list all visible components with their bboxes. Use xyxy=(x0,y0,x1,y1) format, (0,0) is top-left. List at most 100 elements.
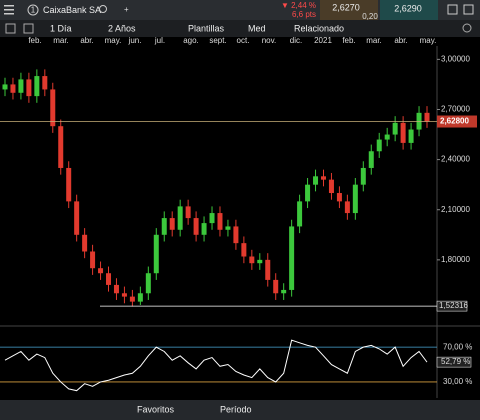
candle-body xyxy=(313,176,319,185)
symbol[interactable]: CaixaBank SA xyxy=(43,5,101,15)
candle-body xyxy=(233,226,239,244)
x-tick-label: mar. xyxy=(366,36,382,45)
related[interactable]: Relacionado xyxy=(294,23,344,33)
candle-body xyxy=(26,79,32,97)
low-label: 1,52316 xyxy=(439,301,468,310)
candle-body xyxy=(257,259,263,264)
rsi-last-tag xyxy=(436,356,472,368)
close-icon[interactable] xyxy=(463,4,474,15)
candle-body xyxy=(320,176,326,180)
toolbar xyxy=(0,20,480,37)
candle-body xyxy=(169,218,175,230)
x-tick-label: mar. xyxy=(53,36,69,45)
menu-icon xyxy=(4,9,14,11)
badge xyxy=(27,4,39,16)
spread: 0,20 xyxy=(362,12,378,21)
low-tag xyxy=(436,300,468,312)
candle-body xyxy=(34,76,40,97)
x-tick-label: nov. xyxy=(262,36,277,45)
rsi-tick-label: 30,00 % xyxy=(443,377,472,386)
ask: 2,6290 xyxy=(394,3,422,13)
candle-body xyxy=(217,213,223,230)
templates[interactable]: Plantillas xyxy=(188,23,225,33)
settings-icon[interactable] xyxy=(462,23,472,33)
candle-body xyxy=(201,223,207,235)
candle-body xyxy=(121,293,127,297)
x-tick-label: abr. xyxy=(394,36,407,45)
search-icon[interactable] xyxy=(99,5,107,13)
candle-body xyxy=(336,193,342,202)
change: ▼ 2,44 % xyxy=(281,1,316,10)
x-tick-label: jul. xyxy=(154,36,165,45)
grid-icon[interactable] xyxy=(5,23,16,34)
candle-body xyxy=(241,243,247,257)
x-tick-label: oct. xyxy=(237,36,250,45)
candle-body xyxy=(360,167,366,185)
favorites[interactable]: Favoritos xyxy=(137,404,175,414)
candle-body xyxy=(82,234,88,252)
candle-body xyxy=(129,296,135,302)
interval[interactable]: 1 Día xyxy=(50,23,72,33)
candle-body xyxy=(265,259,271,280)
candle-body xyxy=(424,112,430,122)
y-tick-label: 2,40000 xyxy=(441,155,470,164)
rsi-line xyxy=(4,339,428,392)
candle-body xyxy=(305,184,311,202)
candle-body xyxy=(98,268,104,274)
x-tick-label: ago. xyxy=(183,36,199,45)
candle-body xyxy=(106,273,112,285)
candle-body xyxy=(352,184,358,214)
candle-body xyxy=(392,122,398,135)
last-price-tag xyxy=(437,115,477,128)
menu-icon[interactable] xyxy=(4,5,14,7)
candle-body xyxy=(58,126,64,168)
candle-body xyxy=(42,76,48,90)
candle-body xyxy=(66,167,72,202)
candle-body xyxy=(225,226,231,230)
candle-body xyxy=(145,273,151,294)
menu-icon xyxy=(4,13,14,15)
rsi-tick-label: 70,00 % xyxy=(443,342,472,351)
x-tick-label: jun. xyxy=(128,36,142,45)
period[interactable]: Período xyxy=(220,404,252,414)
y-tick-label: 2,10000 xyxy=(441,205,470,214)
candle-body xyxy=(50,89,56,127)
candle-body xyxy=(297,201,303,227)
x-tick-label: abr. xyxy=(80,36,93,45)
layout-icon[interactable] xyxy=(23,23,34,34)
x-tick-label: may. xyxy=(420,36,437,45)
candle-body xyxy=(193,218,199,235)
candle-body xyxy=(185,206,191,219)
candle-body xyxy=(328,179,334,194)
x-tick-label: sept. xyxy=(209,36,226,45)
candle-body xyxy=(2,84,8,90)
candle-body xyxy=(137,293,143,302)
candle-body xyxy=(10,84,16,93)
candle-body xyxy=(281,289,287,294)
candle-body xyxy=(384,134,390,140)
candle-body xyxy=(209,213,215,224)
candle-body xyxy=(273,279,279,294)
candle-body xyxy=(368,151,374,168)
y-tick-label: 1,80000 xyxy=(441,255,470,264)
x-tick-label: dic. xyxy=(290,36,302,45)
candle-body xyxy=(113,284,119,294)
ask-box[interactable] xyxy=(380,0,438,20)
window-icon[interactable] xyxy=(447,4,458,15)
candle-body xyxy=(153,234,159,274)
candle-body xyxy=(90,251,96,269)
mode[interactable]: Med xyxy=(248,23,266,33)
candle-body xyxy=(408,129,414,143)
last-price-label: 2,62800 xyxy=(440,117,469,126)
x-tick-label: 2021 xyxy=(314,36,332,45)
y-tick-label: 2,70000 xyxy=(441,105,470,114)
bid-box[interactable] xyxy=(320,0,378,20)
candle-body xyxy=(161,218,167,235)
add-icon[interactable]: + xyxy=(124,5,129,14)
range[interactable]: 2 Años xyxy=(108,23,136,33)
candle-body xyxy=(289,226,295,290)
change-pts: 6,6 pts xyxy=(292,10,316,19)
candle-body xyxy=(249,256,255,264)
candle-body xyxy=(18,79,24,93)
